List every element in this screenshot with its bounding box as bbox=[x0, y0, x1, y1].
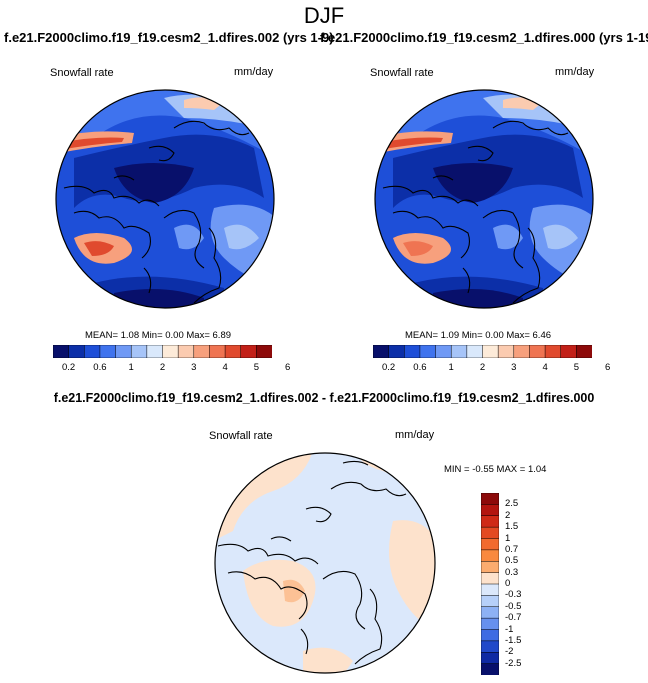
colorbar-swatch bbox=[224, 345, 242, 358]
colorbar-tick-label: 1 bbox=[505, 532, 511, 544]
colorbar-swatch bbox=[481, 606, 499, 619]
colorbar-swatch bbox=[162, 345, 179, 358]
left-stats: MEAN= 1.08 Min= 0.00 Max= 6.89 bbox=[85, 330, 232, 341]
main-title: DJF bbox=[303, 3, 345, 28]
colorbar-tick-label: 5 bbox=[253, 362, 260, 373]
colorbar-swatch bbox=[481, 493, 499, 505]
left-variable-label: Snowfall rate bbox=[50, 67, 114, 79]
right-units-label: mm/day bbox=[555, 66, 595, 78]
colorbar-tick-label: -2 bbox=[505, 646, 514, 658]
diff-stats: MIN = -0.55 MAX = 1.04 bbox=[444, 464, 547, 475]
colorbar-swatch bbox=[481, 515, 499, 528]
colorbar-swatch bbox=[209, 345, 226, 358]
colorbar-tick-label: 1.5 bbox=[505, 521, 519, 533]
colorbar-tick-label: 6 bbox=[284, 362, 291, 373]
colorbar-swatch bbox=[240, 345, 257, 358]
colorbar-swatch bbox=[419, 345, 437, 358]
colorbar-swatch bbox=[481, 663, 499, 675]
colorbar-swatch bbox=[513, 345, 530, 358]
colorbar-tick-label: 6 bbox=[604, 362, 611, 373]
colorbar-tick-label: 0 bbox=[505, 578, 511, 589]
colorbar-tick-label: 5 bbox=[573, 362, 580, 373]
colorbar-swatch bbox=[53, 345, 70, 358]
colorbar-tick-label: 4 bbox=[222, 362, 228, 373]
left-colorbar-ticks: 0.2 0.6 1 2 3 4 5 6 bbox=[53, 362, 290, 376]
colorbar-swatch bbox=[481, 640, 499, 653]
colorbar-swatch bbox=[388, 345, 405, 358]
colorbar-tick-label: 0.5 bbox=[505, 555, 519, 567]
colorbar-tick-label: -0.3 bbox=[505, 589, 522, 601]
colorbar-tick-label: 2 bbox=[505, 509, 511, 521]
colorbar-tick-label: 2.5 bbox=[505, 498, 519, 510]
colorbar-tick-label: 1 bbox=[448, 362, 454, 373]
colorbar-tick-label: -2.5 bbox=[505, 657, 522, 669]
colorbar-tick-label: -0.5 bbox=[505, 600, 522, 612]
colorbar-tick-label: 0.3 bbox=[505, 566, 519, 578]
colorbar-swatch bbox=[84, 345, 101, 358]
colorbar-swatch bbox=[481, 549, 499, 562]
colorbar-swatch bbox=[560, 345, 577, 358]
colorbar-tick-label: 0.2 bbox=[381, 362, 396, 373]
colorbar-tick-label: 0.2 bbox=[61, 362, 76, 373]
colorbar-swatch bbox=[544, 345, 562, 358]
colorbar-tick-label: 3 bbox=[511, 362, 517, 373]
colorbar-swatch bbox=[497, 345, 515, 358]
colorbar-swatch bbox=[177, 345, 195, 358]
diff-units-label: mm/day bbox=[395, 429, 435, 441]
colorbar-tick-label: 0.6 bbox=[413, 362, 427, 373]
diff-title: f.e21.F2000climo.f19_f19.cesm2_1.dfires.… bbox=[53, 391, 595, 405]
left-units-label: mm/day bbox=[234, 66, 274, 78]
colorbar-tick-label: -1.5 bbox=[505, 634, 522, 646]
right-polar-map bbox=[374, 89, 594, 309]
colorbar-swatch bbox=[481, 629, 499, 642]
colorbar-tick-label: 3 bbox=[191, 362, 197, 373]
colorbar-swatch bbox=[481, 652, 499, 665]
colorbar-swatch bbox=[435, 345, 452, 358]
run-title-right: f.e21.F2000climo.f19_f19.cesm2_1.dfires.… bbox=[320, 30, 648, 45]
colorbar-swatch bbox=[529, 345, 546, 358]
colorbar-swatch bbox=[576, 345, 592, 358]
colorbar-tick-label: 0.6 bbox=[93, 362, 107, 373]
right-colorbar bbox=[373, 345, 592, 358]
colorbar-swatch bbox=[482, 345, 499, 358]
colorbar-tick-label: 2 bbox=[159, 362, 166, 373]
colorbar-swatch bbox=[481, 617, 499, 631]
colorbar-swatch bbox=[481, 504, 499, 517]
colorbar-swatch bbox=[404, 345, 421, 358]
colorbar-swatch bbox=[193, 345, 210, 358]
colorbar-swatch bbox=[481, 572, 499, 585]
colorbar-tick-label: 0.7 bbox=[505, 543, 519, 555]
colorbar-tick-label: -0.7 bbox=[505, 612, 522, 624]
right-stats: MEAN= 1.09 Min= 0.00 Max= 6.46 bbox=[405, 330, 552, 341]
colorbar-swatch bbox=[481, 538, 499, 551]
colorbar-swatch bbox=[466, 345, 484, 358]
diff-variable-label: Snowfall rate bbox=[209, 430, 273, 442]
colorbar-swatch bbox=[130, 345, 148, 358]
diff-colorbar bbox=[481, 493, 499, 675]
left-polar-map bbox=[55, 89, 275, 309]
colorbar-swatch bbox=[450, 345, 468, 358]
diff-colorbar-ticks: 2.5 2 1.5 1 0.7 0.5 0.3 0 -0.3 -0.5 -0.7 -1 -1.5 -2 -2… bbox=[505, 493, 545, 675]
diff-polar-map bbox=[214, 452, 436, 674]
colorbar-tick-label: 1 bbox=[128, 362, 134, 373]
right-variable-label: Snowfall rate bbox=[370, 67, 434, 79]
colorbar-swatch bbox=[481, 526, 499, 540]
colorbar-tick-label: -1 bbox=[505, 623, 514, 635]
colorbar-swatch bbox=[146, 345, 164, 358]
left-colorbar bbox=[53, 345, 272, 358]
right-colorbar-ticks: 0.2 0.6 1 2 3 4 5 6 bbox=[373, 362, 610, 376]
run-title-left: f.e21.F2000climo.f19_f19.cesm2_1.dfires.… bbox=[4, 30, 334, 45]
colorbar-swatch bbox=[68, 345, 85, 358]
colorbar-swatch bbox=[99, 345, 117, 358]
colorbar-swatch bbox=[115, 345, 132, 358]
colorbar-swatch bbox=[481, 595, 499, 608]
colorbar-swatch bbox=[481, 561, 499, 574]
colorbar-tick-label: 4 bbox=[542, 362, 548, 373]
colorbar-swatch bbox=[256, 345, 272, 358]
colorbar-swatch bbox=[373, 345, 390, 358]
colorbar-swatch bbox=[481, 583, 499, 596]
colorbar-tick-label: 2 bbox=[479, 362, 486, 373]
